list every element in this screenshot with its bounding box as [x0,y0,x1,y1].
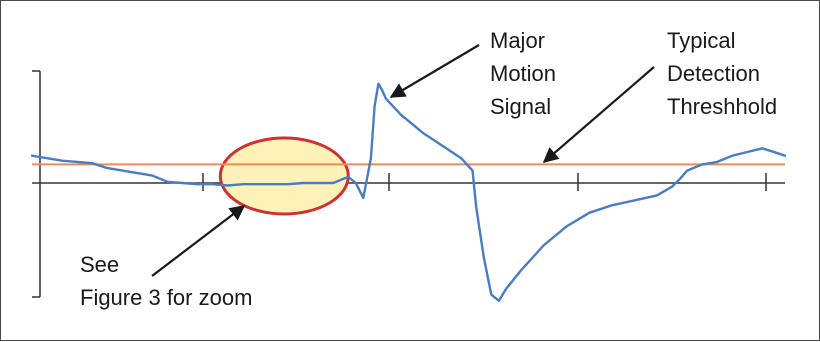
annotation-zoom-line-1: See [80,252,119,277]
zoom-region-ellipse [218,136,350,216]
annotation-zoom-line-2: Figure 3 for zoom [80,285,252,310]
arrow-to-peak [389,44,480,98]
y-axis-bracket [32,70,41,298]
annotation-zoom: See Figure 3 for zoom [80,205,252,310]
signal-line [30,82,787,302]
annotation-threshold-line-2: Detection [667,61,760,86]
annotation-peak-line-3: Signal [490,94,551,119]
annotation-threshold-line-1: Typical [667,28,735,53]
arrow-to-zoom [151,205,246,277]
annotation-peak: Major Motion Signal [389,28,556,119]
arrow-to-threshold [542,66,655,164]
annotation-threshold: Typical Detection Threshhold [542,28,777,164]
annotation-peak-line-1: Major [490,28,545,53]
annotation-threshold-line-3: Threshhold [667,94,777,119]
annotation-peak-line-2: Motion [490,61,556,86]
x-axis [32,173,785,191]
